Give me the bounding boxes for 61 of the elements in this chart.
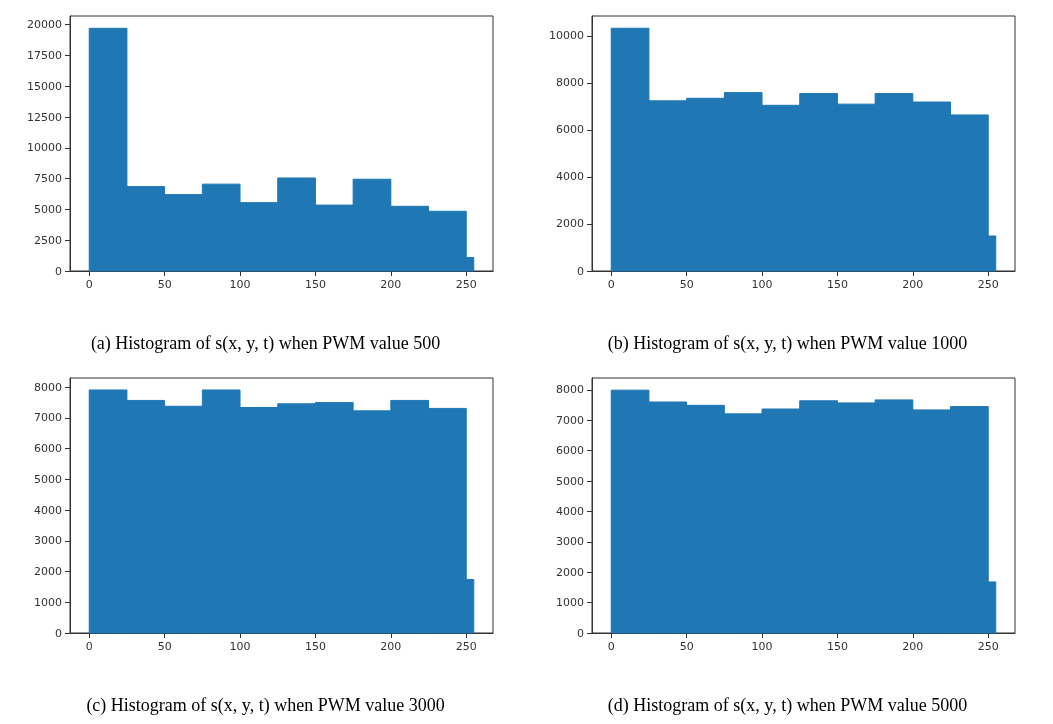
y-tick-label: 8000 — [556, 76, 584, 90]
y-tick-label: 0 — [55, 626, 62, 640]
y-tick-label: 8000 — [556, 383, 584, 397]
x-tick-label: 50 — [157, 640, 172, 653]
y-tick-label: 10000 — [27, 141, 62, 155]
x-tick-label: 100 — [751, 278, 773, 291]
y-tick-label: 2000 — [34, 565, 62, 579]
y-tick-label: 7000 — [556, 413, 584, 427]
y-tick-label: 17500 — [27, 48, 62, 62]
x-tick-label: 150 — [304, 640, 326, 653]
y-tick-label: 2000 — [556, 217, 584, 231]
x-tick-label: 100 — [229, 278, 251, 291]
y-tick-label: 10000 — [549, 29, 584, 43]
y-tick-label: 4000 — [34, 503, 62, 517]
y-tick-label: 4000 — [556, 504, 584, 518]
y-tick-label: 12500 — [27, 110, 62, 124]
x-tick-label: 50 — [157, 278, 172, 291]
x-tick-label: 250 — [977, 278, 999, 291]
y-tick-label: 7000 — [34, 411, 62, 425]
y-tick-label: 3000 — [556, 535, 584, 549]
x-tick-label: 200 — [380, 278, 402, 291]
y-tick-label: 15000 — [27, 79, 62, 93]
x-tick-label: 200 — [380, 640, 402, 653]
y-tick-label: 6000 — [34, 442, 62, 456]
text: (b) Histogram of s(x, y, t) when PWM value 1000 — [607, 333, 968, 354]
y-tick-label: 0 — [577, 264, 584, 278]
x-tick-label: 200 — [902, 640, 924, 653]
y-tick-label: 20000 — [27, 18, 62, 32]
text: (a) Histogram of s(x, y, t) when PWM value 500 — [90, 333, 441, 354]
y-tick-label: 1000 — [34, 595, 62, 609]
y-tick-label: 4000 — [556, 170, 584, 184]
text: (d) Histogram of s(x, y, t) when PWM value 5000 — [607, 695, 968, 716]
y-tick-label: 8000 — [34, 380, 62, 394]
y-tick-label: 6000 — [556, 444, 584, 458]
x-tick-label: 150 — [826, 278, 848, 291]
x-tick-label: 0 — [607, 278, 615, 291]
x-tick-label: 250 — [455, 640, 477, 653]
x-tick-label: 50 — [679, 278, 694, 291]
y-tick-label: 2500 — [34, 233, 62, 247]
x-tick-label: 250 — [977, 640, 999, 653]
y-tick-label: 7500 — [34, 172, 62, 186]
x-tick-label: 250 — [455, 278, 477, 291]
x-tick-label: 100 — [751, 640, 773, 653]
text: (c) Histogram of s(x, y, t) when PWM value 3000 — [86, 695, 445, 716]
y-tick-label: 2000 — [556, 565, 584, 579]
y-tick-label: 3000 — [34, 534, 62, 548]
x-tick-label: 100 — [229, 640, 251, 653]
x-tick-label: 0 — [85, 640, 93, 653]
x-tick-label: 50 — [679, 640, 694, 653]
y-tick-label: 6000 — [556, 123, 584, 137]
x-tick-label: 150 — [304, 278, 326, 291]
x-tick-label: 0 — [85, 278, 93, 291]
x-tick-label: 200 — [902, 278, 924, 291]
y-tick-label: 0 — [577, 626, 584, 640]
y-tick-label: 5000 — [34, 472, 62, 486]
x-tick-label: 0 — [607, 640, 615, 653]
y-tick-label: 5000 — [556, 474, 584, 488]
y-tick-label: 1000 — [556, 596, 584, 610]
y-tick-label: 5000 — [34, 202, 62, 216]
x-tick-label: 150 — [826, 640, 848, 653]
y-tick-label: 0 — [55, 264, 62, 278]
